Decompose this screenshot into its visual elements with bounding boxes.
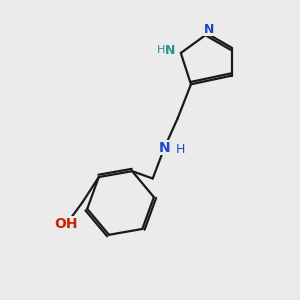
- Text: N: N: [165, 44, 176, 57]
- Text: N: N: [204, 23, 214, 36]
- Text: OH: OH: [55, 217, 78, 231]
- Text: H: H: [157, 45, 165, 55]
- Text: H: H: [176, 142, 185, 156]
- Text: N: N: [159, 141, 170, 154]
